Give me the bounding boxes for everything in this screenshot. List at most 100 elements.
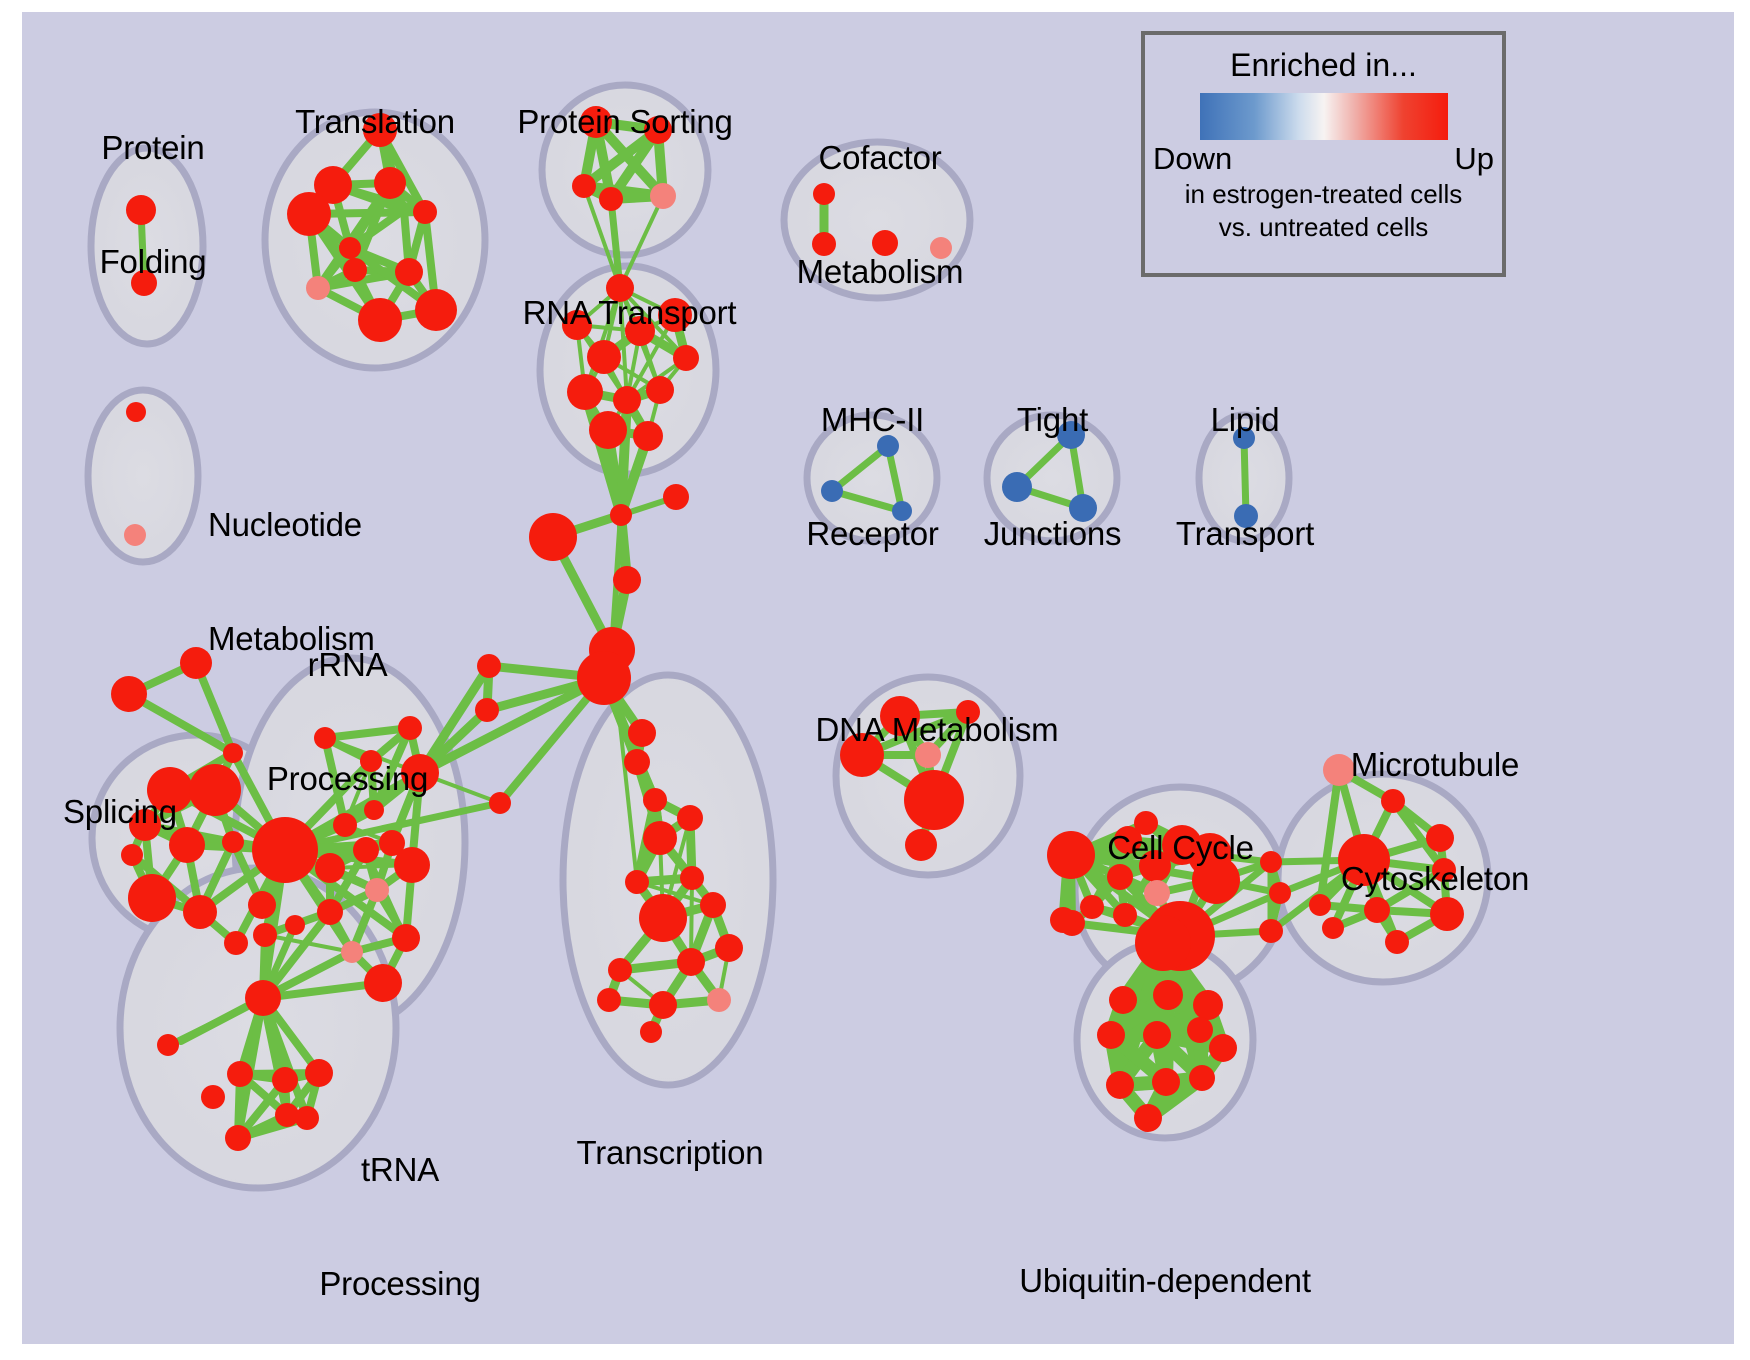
node xyxy=(126,402,146,422)
label-line: Metabolism xyxy=(208,620,375,657)
node xyxy=(677,948,705,976)
label-line: Microtubule xyxy=(1350,746,1520,783)
label-line: Cell Cycle xyxy=(1107,829,1254,866)
node xyxy=(567,374,603,410)
node xyxy=(401,754,439,792)
legend-high-label: Up xyxy=(1454,141,1494,176)
legend-low-label: Down xyxy=(1153,141,1233,176)
node xyxy=(1107,864,1133,890)
node xyxy=(287,192,331,236)
node xyxy=(413,200,437,224)
node xyxy=(1233,427,1255,449)
cluster-label-tight-junctions: Tight Junctions xyxy=(965,325,1140,629)
node xyxy=(395,258,423,286)
node xyxy=(253,923,277,947)
node xyxy=(315,853,345,883)
node xyxy=(1057,421,1085,449)
cluster-label-cofactor-metabolism: Cofactor Metabolism xyxy=(785,63,975,367)
label-line: rRNA xyxy=(307,646,388,683)
node xyxy=(365,878,389,902)
label-line: Protein xyxy=(101,129,205,166)
node xyxy=(1309,894,1331,916)
node xyxy=(1114,826,1142,854)
cluster-label-nucleotide-metabolism: Nucleotide Metabolism xyxy=(208,430,478,734)
cluster-label-translation: Translation xyxy=(265,27,485,217)
node xyxy=(341,941,363,963)
node xyxy=(245,980,281,1016)
node xyxy=(644,116,672,144)
label-line: Processing xyxy=(319,1265,481,1302)
label-line: Translation xyxy=(295,103,455,140)
node xyxy=(121,844,143,866)
node xyxy=(1381,789,1405,813)
node xyxy=(248,891,276,919)
node xyxy=(180,647,212,679)
label-line: Ubiquitin-dependent xyxy=(1019,1262,1311,1299)
node xyxy=(610,504,632,526)
node xyxy=(1144,880,1170,906)
node xyxy=(1189,1065,1215,1091)
node xyxy=(707,988,731,1012)
node xyxy=(364,964,402,1002)
node xyxy=(398,716,422,740)
label-line: Transcription xyxy=(576,1134,764,1171)
node xyxy=(1069,494,1097,522)
cluster-label-rna-transport: RNA Transport xyxy=(512,218,747,408)
node xyxy=(956,700,980,724)
node xyxy=(1153,980,1183,1010)
node xyxy=(587,340,621,374)
cluster-label-ubiquitin-degradation: Ubiquitin-dependent Protein Degradation xyxy=(965,1186,1365,1360)
node xyxy=(646,376,674,404)
label-line: Lipid xyxy=(1210,401,1280,438)
node xyxy=(643,821,677,855)
node xyxy=(1143,1021,1171,1049)
node xyxy=(489,792,511,814)
node xyxy=(813,183,835,205)
node xyxy=(363,113,397,147)
node xyxy=(1152,1068,1180,1096)
node xyxy=(1187,1017,1213,1043)
node xyxy=(1134,1104,1162,1132)
hull-nucleotide xyxy=(84,386,202,566)
node xyxy=(930,237,952,259)
node xyxy=(904,770,964,830)
cluster-label-protein-sorting: Protein Sorting xyxy=(495,27,755,217)
node xyxy=(394,847,430,883)
node xyxy=(147,767,193,813)
label-line: Receptor xyxy=(806,515,939,552)
node xyxy=(1260,851,1282,873)
label-line: Tight xyxy=(1016,401,1089,438)
node xyxy=(306,276,330,300)
node xyxy=(1432,858,1456,882)
node xyxy=(812,232,836,256)
label-line: tRNA xyxy=(360,1151,440,1188)
cluster-label-rrna-processing: rRNA Processing xyxy=(240,570,455,874)
node xyxy=(252,817,318,883)
node xyxy=(1050,907,1076,933)
node xyxy=(360,750,382,772)
node xyxy=(305,1059,333,1087)
node xyxy=(1106,1071,1134,1099)
cluster-label-mhc-ii-receptor: MHC-II Receptor xyxy=(790,325,955,629)
node xyxy=(1047,831,1095,879)
label-line: Nucleotide xyxy=(208,506,362,543)
node xyxy=(415,289,457,331)
node xyxy=(129,809,161,841)
node xyxy=(1080,895,1104,919)
node xyxy=(1426,824,1454,852)
node xyxy=(1234,504,1258,528)
node xyxy=(700,892,726,918)
node xyxy=(1193,990,1223,1020)
node xyxy=(169,827,205,863)
node xyxy=(1002,472,1032,502)
node xyxy=(1192,856,1240,904)
node xyxy=(223,743,243,763)
label-line: MHC-II xyxy=(820,401,925,438)
node xyxy=(840,733,884,777)
node xyxy=(663,484,689,510)
node xyxy=(1134,811,1158,835)
node xyxy=(314,727,336,749)
label-line: Processing xyxy=(266,760,429,797)
node xyxy=(562,310,592,340)
